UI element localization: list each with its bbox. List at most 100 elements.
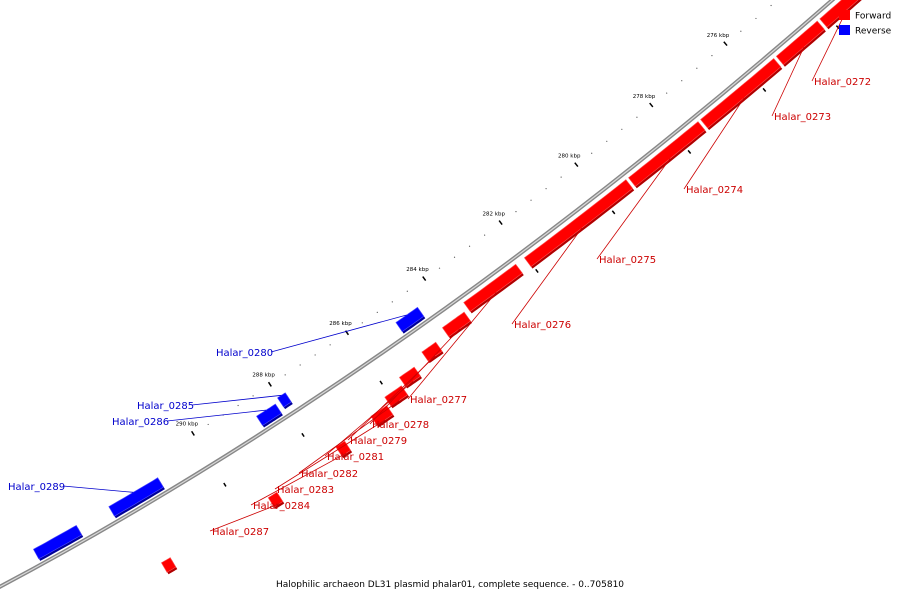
inner-tick-mark (535, 268, 539, 273)
kbp-tick-label: 278 kbp (633, 94, 656, 100)
minor-tick-dot (314, 354, 316, 356)
kbp-tick-mark (574, 162, 579, 168)
leader-line (62, 485, 134, 493)
gene-label-Halar_0284[interactable]: Halar_0284 (253, 501, 310, 512)
gene-Halar_0280[interactable] (395, 306, 426, 334)
map-caption: Halophilic archaeon DL31 plasmid phalar0… (276, 580, 624, 590)
minor-tick-dot (376, 311, 378, 313)
minor-tick-dot (681, 80, 683, 82)
minor-tick-dot (530, 199, 532, 201)
minor-tick-dot (545, 188, 547, 190)
minor-tick-dot (207, 423, 209, 426)
kbp-tick-label: 276 kbp (707, 33, 730, 39)
inner-tick-mark (379, 380, 383, 385)
gene-label-Halar_0289[interactable]: Halar_0289 (8, 482, 65, 493)
gene-label-Halar_0281[interactable]: Halar_0281 (327, 452, 384, 463)
kbp-tick-label: 280 kbp (558, 154, 581, 160)
kbp-tick-mark (267, 381, 272, 387)
minor-tick-dot (299, 364, 301, 366)
leader-line (270, 314, 407, 353)
legend-forward-label: Forward (855, 12, 891, 22)
kbp-tick-label: 290 kbp (176, 422, 199, 428)
gene-label-Halar_0280[interactable]: Halar_0280 (216, 348, 273, 359)
gene-Halar_0277[interactable] (463, 263, 524, 314)
leader-line (166, 409, 267, 422)
gene-label-Halar_0279[interactable]: Halar_0279 (350, 436, 407, 447)
legend-reverse-swatch (839, 25, 850, 35)
gene-Halar_0287[interactable] (267, 491, 285, 509)
gene-body (441, 311, 471, 338)
kbp-tick-mark (649, 102, 654, 108)
minor-tick-dot (560, 176, 562, 178)
gene-Halar_0278[interactable] (441, 311, 472, 339)
gene-Halar_0275[interactable] (628, 121, 707, 189)
gene-label-Halar_0273[interactable]: Halar_0273 (774, 112, 831, 123)
gene-Halar_0285[interactable] (277, 392, 293, 410)
gene-Halar_0276[interactable] (523, 179, 635, 269)
gene-Halar_0273[interactable] (775, 20, 826, 67)
gene-body (267, 491, 284, 508)
gene-Halar_0281[interactable] (398, 366, 422, 389)
leader-line (298, 400, 400, 474)
minor-tick-dot (755, 17, 757, 20)
gene-label-Halar_0286[interactable]: Halar_0286 (112, 417, 169, 428)
kbp-tick-mark (422, 276, 427, 282)
minor-tick-dot (252, 395, 254, 397)
gene-label-Halar_0287[interactable]: Halar_0287 (212, 527, 269, 538)
gene-label-Halar_0274[interactable]: Halar_0274 (686, 185, 743, 196)
backbone-highlight (0, 0, 834, 588)
gene-body (463, 263, 523, 312)
inner-tick-mark (223, 482, 227, 487)
kbp-tick-label: 284 kbp (406, 267, 429, 273)
gene-body (775, 20, 825, 66)
minor-tick-dot (666, 92, 668, 94)
minor-tick-dot (468, 245, 471, 247)
gene-body (277, 392, 292, 408)
gene-body (256, 403, 282, 426)
gene-label-Halar_0285[interactable]: Halar_0285 (137, 401, 194, 412)
gene-Halar_0289[interactable] (108, 477, 165, 519)
gene-body (108, 477, 164, 517)
gene-unlabeled-forward[interactable] (160, 557, 178, 575)
gene-label-Halar_0278[interactable]: Halar_0278 (372, 420, 429, 431)
kbp-tick-mark (191, 430, 195, 436)
leader-line (274, 419, 386, 490)
minor-tick-dot (621, 128, 623, 130)
minor-tick-dot (329, 344, 331, 346)
gene-label-Halar_0282[interactable]: Halar_0282 (301, 469, 358, 480)
leader-line (191, 394, 282, 406)
gene-label-Halar_0275[interactable]: Halar_0275 (599, 255, 656, 266)
gene-labels: Halar_0272 Halar_0273 Halar_0274 Halar_0275… (8, 9, 871, 538)
inner-tick-mark (687, 149, 692, 154)
leader-line (596, 158, 671, 260)
gene-label-Halar_0276[interactable]: Halar_0276 (514, 320, 571, 331)
leader-line (209, 503, 279, 532)
gene-body (700, 58, 782, 129)
minor-tick-dot (770, 4, 772, 7)
gene-unlabeled-reverse[interactable] (32, 524, 84, 561)
gene-label-Halar_0283[interactable]: Halar_0283 (277, 485, 334, 496)
minor-tick-dot (391, 301, 393, 303)
inner-tick-mark (762, 87, 767, 92)
gene-Halar_0284[interactable] (335, 440, 353, 459)
gene-label-Halar_0272[interactable]: Halar_0272 (814, 77, 871, 88)
leader-line (369, 328, 460, 425)
gene-body (819, 0, 859, 28)
gene-Halar_0286[interactable] (256, 403, 283, 428)
minor-tick-dot (237, 404, 239, 407)
minor-tick-dot (636, 116, 638, 118)
gene-label-Halar_0277[interactable]: Halar_0277 (410, 395, 467, 406)
inner-tick-mark (611, 210, 616, 215)
gene-body (628, 121, 706, 187)
gene-Halar_0274[interactable] (700, 58, 783, 131)
minor-tick-dot (284, 374, 286, 376)
kbp-tick-label: 286 kbp (329, 321, 352, 327)
minor-tick-dot (740, 30, 742, 32)
legend-forward-swatch (839, 10, 850, 20)
minor-tick-dot (361, 322, 363, 324)
leader-line (811, 9, 847, 82)
inner-tick-mark (835, 25, 840, 30)
legend-reverse-label: Reverse (855, 27, 892, 37)
